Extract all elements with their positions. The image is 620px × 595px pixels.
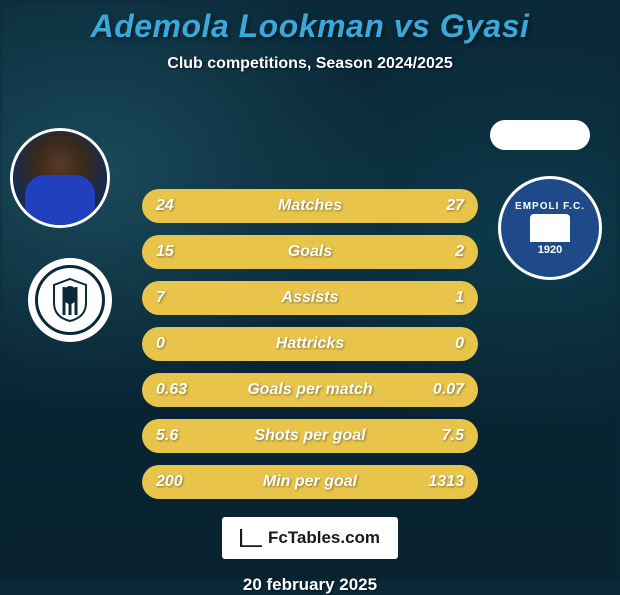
season-subtitle: Club competitions, Season 2024/2025: [0, 55, 620, 73]
stat-left-value: 200: [156, 473, 196, 491]
empoli-building-icon: [530, 214, 570, 242]
stat-row-min-per-goal: 200 Min per goal 1313: [142, 465, 478, 499]
stat-left-value: 24: [156, 197, 196, 215]
footer-brand-text: FcTables.com: [268, 528, 380, 548]
stat-label: Goals: [288, 243, 332, 261]
stat-left-value: 0: [156, 335, 196, 353]
stat-label: Assists: [282, 289, 339, 307]
stat-row-shots-per-goal: 5.6 Shots per goal 7.5: [142, 419, 478, 453]
stat-row-goals: 15 Goals 2: [142, 235, 478, 269]
stat-right-value: 0.07: [424, 381, 464, 399]
stat-label: Goals per match: [247, 381, 372, 399]
stat-label: Shots per goal: [254, 427, 365, 445]
atalanta-shield-icon: [50, 277, 90, 323]
stat-left-value: 5.6: [156, 427, 196, 445]
stat-label: Matches: [278, 197, 342, 215]
stat-label: Min per goal: [263, 473, 357, 491]
stat-right-value: 2: [424, 243, 464, 261]
atalanta-crest-icon: [35, 265, 105, 335]
stat-right-value: 1313: [424, 473, 464, 491]
stats-container: 24 Matches 27 15 Goals 2 7 Assists 1 0 H…: [142, 189, 478, 499]
comparison-title: Ademola Lookman vs Gyasi: [0, 8, 620, 45]
stat-row-matches: 24 Matches 27: [142, 189, 478, 223]
comparison-date: 20 february 2025: [0, 575, 620, 595]
stat-label: Hattricks: [276, 335, 344, 353]
stat-right-value: 1: [424, 289, 464, 307]
fctables-link[interactable]: FcTables.com: [222, 517, 398, 559]
stat-left-value: 7: [156, 289, 196, 307]
stat-right-value: 27: [424, 197, 464, 215]
empoli-crest-icon: EMPOLI F.C. 1920: [515, 201, 585, 256]
club-right-year: 1920: [515, 244, 585, 256]
club-right-badge: EMPOLI F.C. 1920: [498, 176, 602, 280]
player-face-placeholder: [13, 131, 107, 225]
stat-left-value: 0.63: [156, 381, 196, 399]
stat-row-goals-per-match: 0.63 Goals per match 0.07: [142, 373, 478, 407]
club-left-badge: [28, 258, 112, 342]
stat-right-value: 7.5: [424, 427, 464, 445]
stat-row-hattricks: 0 Hattricks 0: [142, 327, 478, 361]
stat-left-value: 15: [156, 243, 196, 261]
stat-right-value: 0: [424, 335, 464, 353]
stat-row-assists: 7 Assists 1: [142, 281, 478, 315]
player-left-avatar: [10, 128, 110, 228]
chart-icon: [240, 529, 262, 547]
club-right-name: EMPOLI F.C.: [515, 201, 585, 212]
player-right-avatar: [490, 120, 590, 150]
